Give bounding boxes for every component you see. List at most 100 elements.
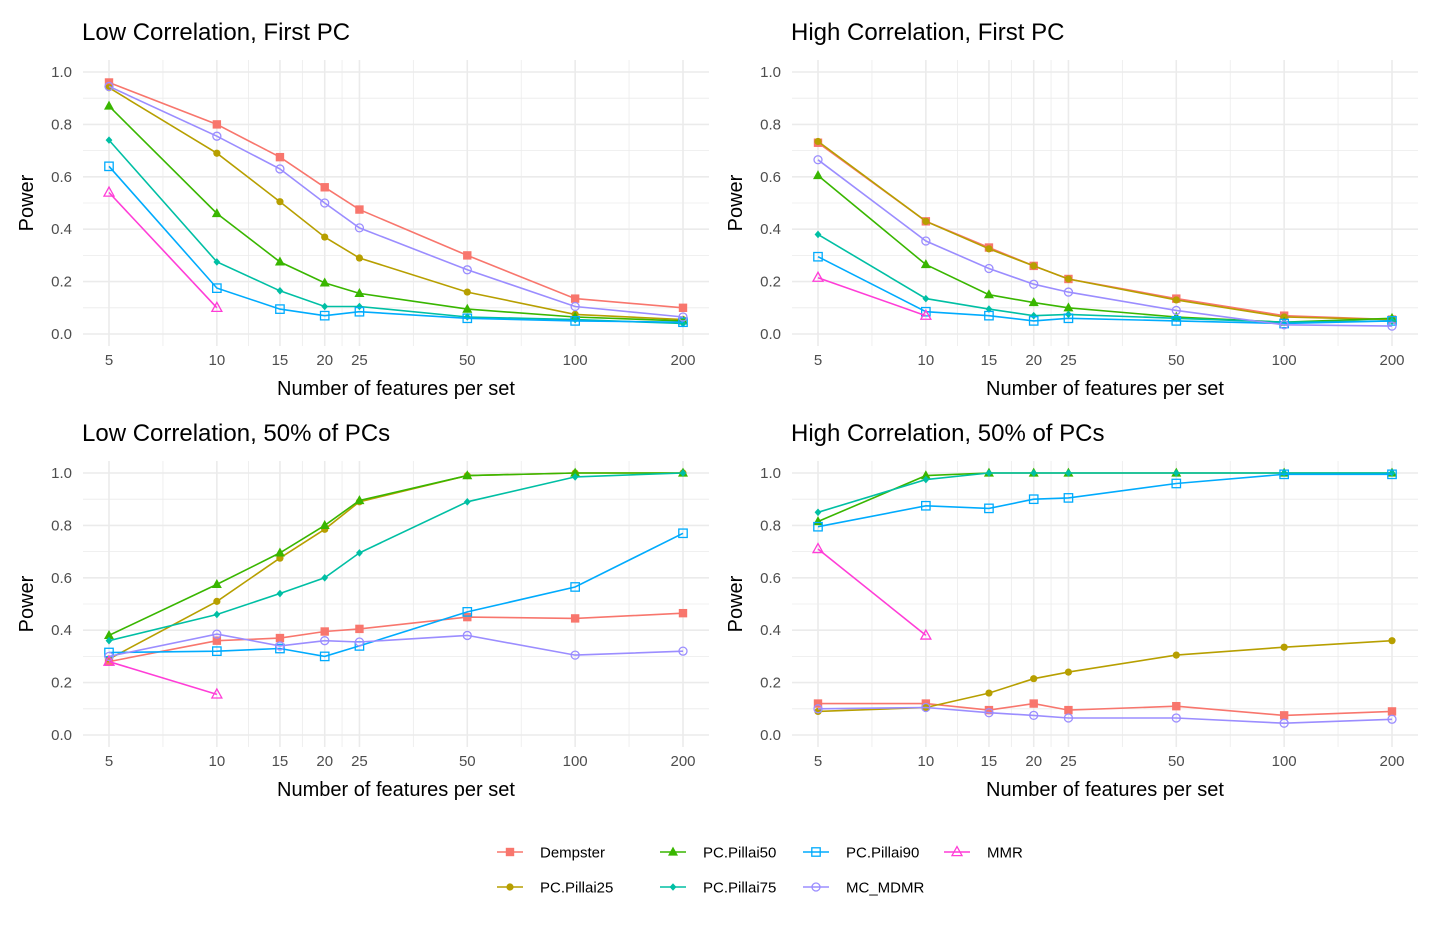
y-tick-label: 0.2 (760, 675, 781, 692)
data-point-pc-pillai75 (985, 469, 993, 477)
data-point-mc-mdmr (1387, 714, 1397, 724)
data-point-pc-pillai25 (814, 137, 822, 146)
data-point-mc-mdmr (570, 301, 580, 312)
data-point-pc-pillai50 (983, 289, 994, 299)
x-tick-label: 200 (670, 352, 695, 369)
data-point-pc-pillai50 (1028, 297, 1039, 307)
series-line-pc-pillai25 (817, 140, 1393, 321)
data-point-pc-pillai90 (1387, 469, 1397, 480)
series-line-mmr (108, 191, 218, 309)
data-point-mc-mdmr (1171, 305, 1181, 316)
data-point-pc-pillai25 (985, 689, 993, 697)
x-tick-label: 100 (563, 753, 588, 770)
y-tick-label: 0.0 (760, 727, 781, 744)
series-line-mc-mdmr (817, 706, 1393, 725)
series-line-pc-pillai75 (817, 233, 1393, 324)
legend-marker (668, 846, 678, 856)
data-point-dempster (355, 205, 364, 214)
series-line-pc-pillai50 (108, 105, 684, 322)
data-point-pc-pillai75 (679, 469, 687, 477)
data-point-pc-pillai90 (212, 646, 222, 657)
data-point-pc-pillai25 (1172, 296, 1180, 304)
data-point-mc-mdmr (104, 81, 114, 92)
data-point-pc-pillai50 (319, 277, 330, 287)
data-point-dempster (570, 294, 580, 303)
data-point-mmr (919, 628, 932, 640)
data-point-pc-pillai25 (985, 245, 993, 253)
data-point-dempster (1172, 701, 1181, 711)
data-point-dempster (275, 633, 285, 643)
data-point-pc-pillai50 (354, 495, 365, 505)
data-point-pc-pillai25 (321, 233, 329, 241)
data-point-pc-pillai90 (1171, 316, 1182, 326)
data-point-pc-pillai50 (462, 470, 473, 480)
series-line-pc-pillai90 (817, 473, 1392, 528)
x-tick-label: 20 (1025, 352, 1042, 369)
y-axis-title: Power (16, 575, 38, 632)
data-point-pc-pillai75 (1172, 469, 1180, 477)
y-tick-label: 0.0 (760, 326, 781, 343)
data-point-pc-pillai90 (570, 582, 580, 592)
panel-high-correlation-50-of-pcs: 0.0 0.2 0.4 0.6 0.8 1.0 5 10 15 20 25 50 100 200 High … (725, 420, 1418, 801)
series-dempster (813, 699, 1397, 720)
series-dempster (104, 78, 688, 312)
data-point-mc-mdmr (1387, 321, 1397, 331)
data-point-mc-mdmr (1029, 279, 1039, 289)
data-point-dempster (212, 636, 222, 645)
y-axis-title: Power (725, 174, 747, 231)
legend-marker (669, 883, 677, 891)
data-point-pc-pillai25 (814, 707, 822, 716)
series-line-mmr (817, 276, 927, 317)
x-tick-label: 50 (459, 352, 476, 369)
y-tick-label: 0.8 (51, 116, 72, 133)
data-point-mc-mdmr (320, 198, 330, 208)
x-tick-label: 5 (814, 352, 822, 369)
panel-title: Low Correlation, 50% of PCs (82, 420, 390, 447)
y-tick-label: 0.4 (51, 221, 72, 238)
data-point-mc-mdmr (212, 629, 222, 639)
data-point-pc-pillai90 (354, 306, 365, 317)
data-point-mc-mdmr (984, 708, 994, 718)
data-point-pc-pillai90 (678, 317, 688, 328)
data-point-mc-mdmr (1279, 718, 1289, 728)
data-point-mmr (210, 687, 223, 699)
data-point-pc-pillai75 (922, 475, 930, 484)
y-tick-label: 1.0 (760, 64, 781, 81)
legend-item-pc-pillai25: PC.Pillai25 (497, 880, 613, 897)
x-tick-label: 25 (351, 753, 368, 770)
series-mc-mdmr (104, 81, 688, 322)
data-point-pc-pillai90 (104, 161, 114, 172)
x-axis-title: Number of features per set (986, 779, 1224, 801)
series-line-pc-pillai75 (108, 139, 684, 325)
data-point-mc-mdmr (1279, 320, 1289, 330)
data-point-mc-mdmr (1029, 710, 1039, 720)
data-point-pc-pillai90 (319, 651, 330, 662)
y-tick-label: 0.4 (760, 622, 781, 639)
legend-label: MC_MDMR (846, 880, 924, 897)
legend-item-pc-pillai50: PC.Pillai50 (660, 845, 776, 862)
panel-high-correlation-first-pc: 0.0 0.2 0.4 0.6 0.8 1.0 5 10 15 20 25 50 100 200 High … (725, 19, 1418, 400)
data-point-pc-pillai50 (920, 470, 931, 480)
legend-label: Dempster (540, 845, 605, 862)
data-point-mmr (811, 542, 825, 554)
y-tick-label: 0.6 (51, 169, 72, 186)
y-tick-label: 0.6 (51, 570, 72, 587)
data-point-pc-pillai50 (104, 630, 114, 640)
legend-marker (811, 847, 821, 857)
data-point-pc-pillai25 (1388, 637, 1396, 645)
panel-title: Low Correlation, First PC (82, 19, 350, 46)
data-point-pc-pillai90 (1387, 316, 1397, 326)
legend-label: MMR (987, 845, 1023, 862)
data-point-mc-mdmr (462, 630, 472, 641)
data-point-dempster (1064, 705, 1073, 715)
series-mc-mdmr (813, 702, 1397, 728)
data-point-pc-pillai75 (1030, 469, 1038, 477)
legend-label: PC.Pillai50 (703, 845, 776, 862)
data-point-pc-pillai75 (922, 294, 930, 303)
data-point-mmr (102, 654, 116, 666)
data-point-pc-pillai75 (321, 302, 329, 311)
series-line-pc-pillai50 (817, 472, 1392, 523)
data-point-pc-pillai25 (1280, 643, 1288, 651)
x-tick-label: 10 (918, 753, 935, 770)
panel-title: High Correlation, 50% of PCs (791, 420, 1104, 447)
